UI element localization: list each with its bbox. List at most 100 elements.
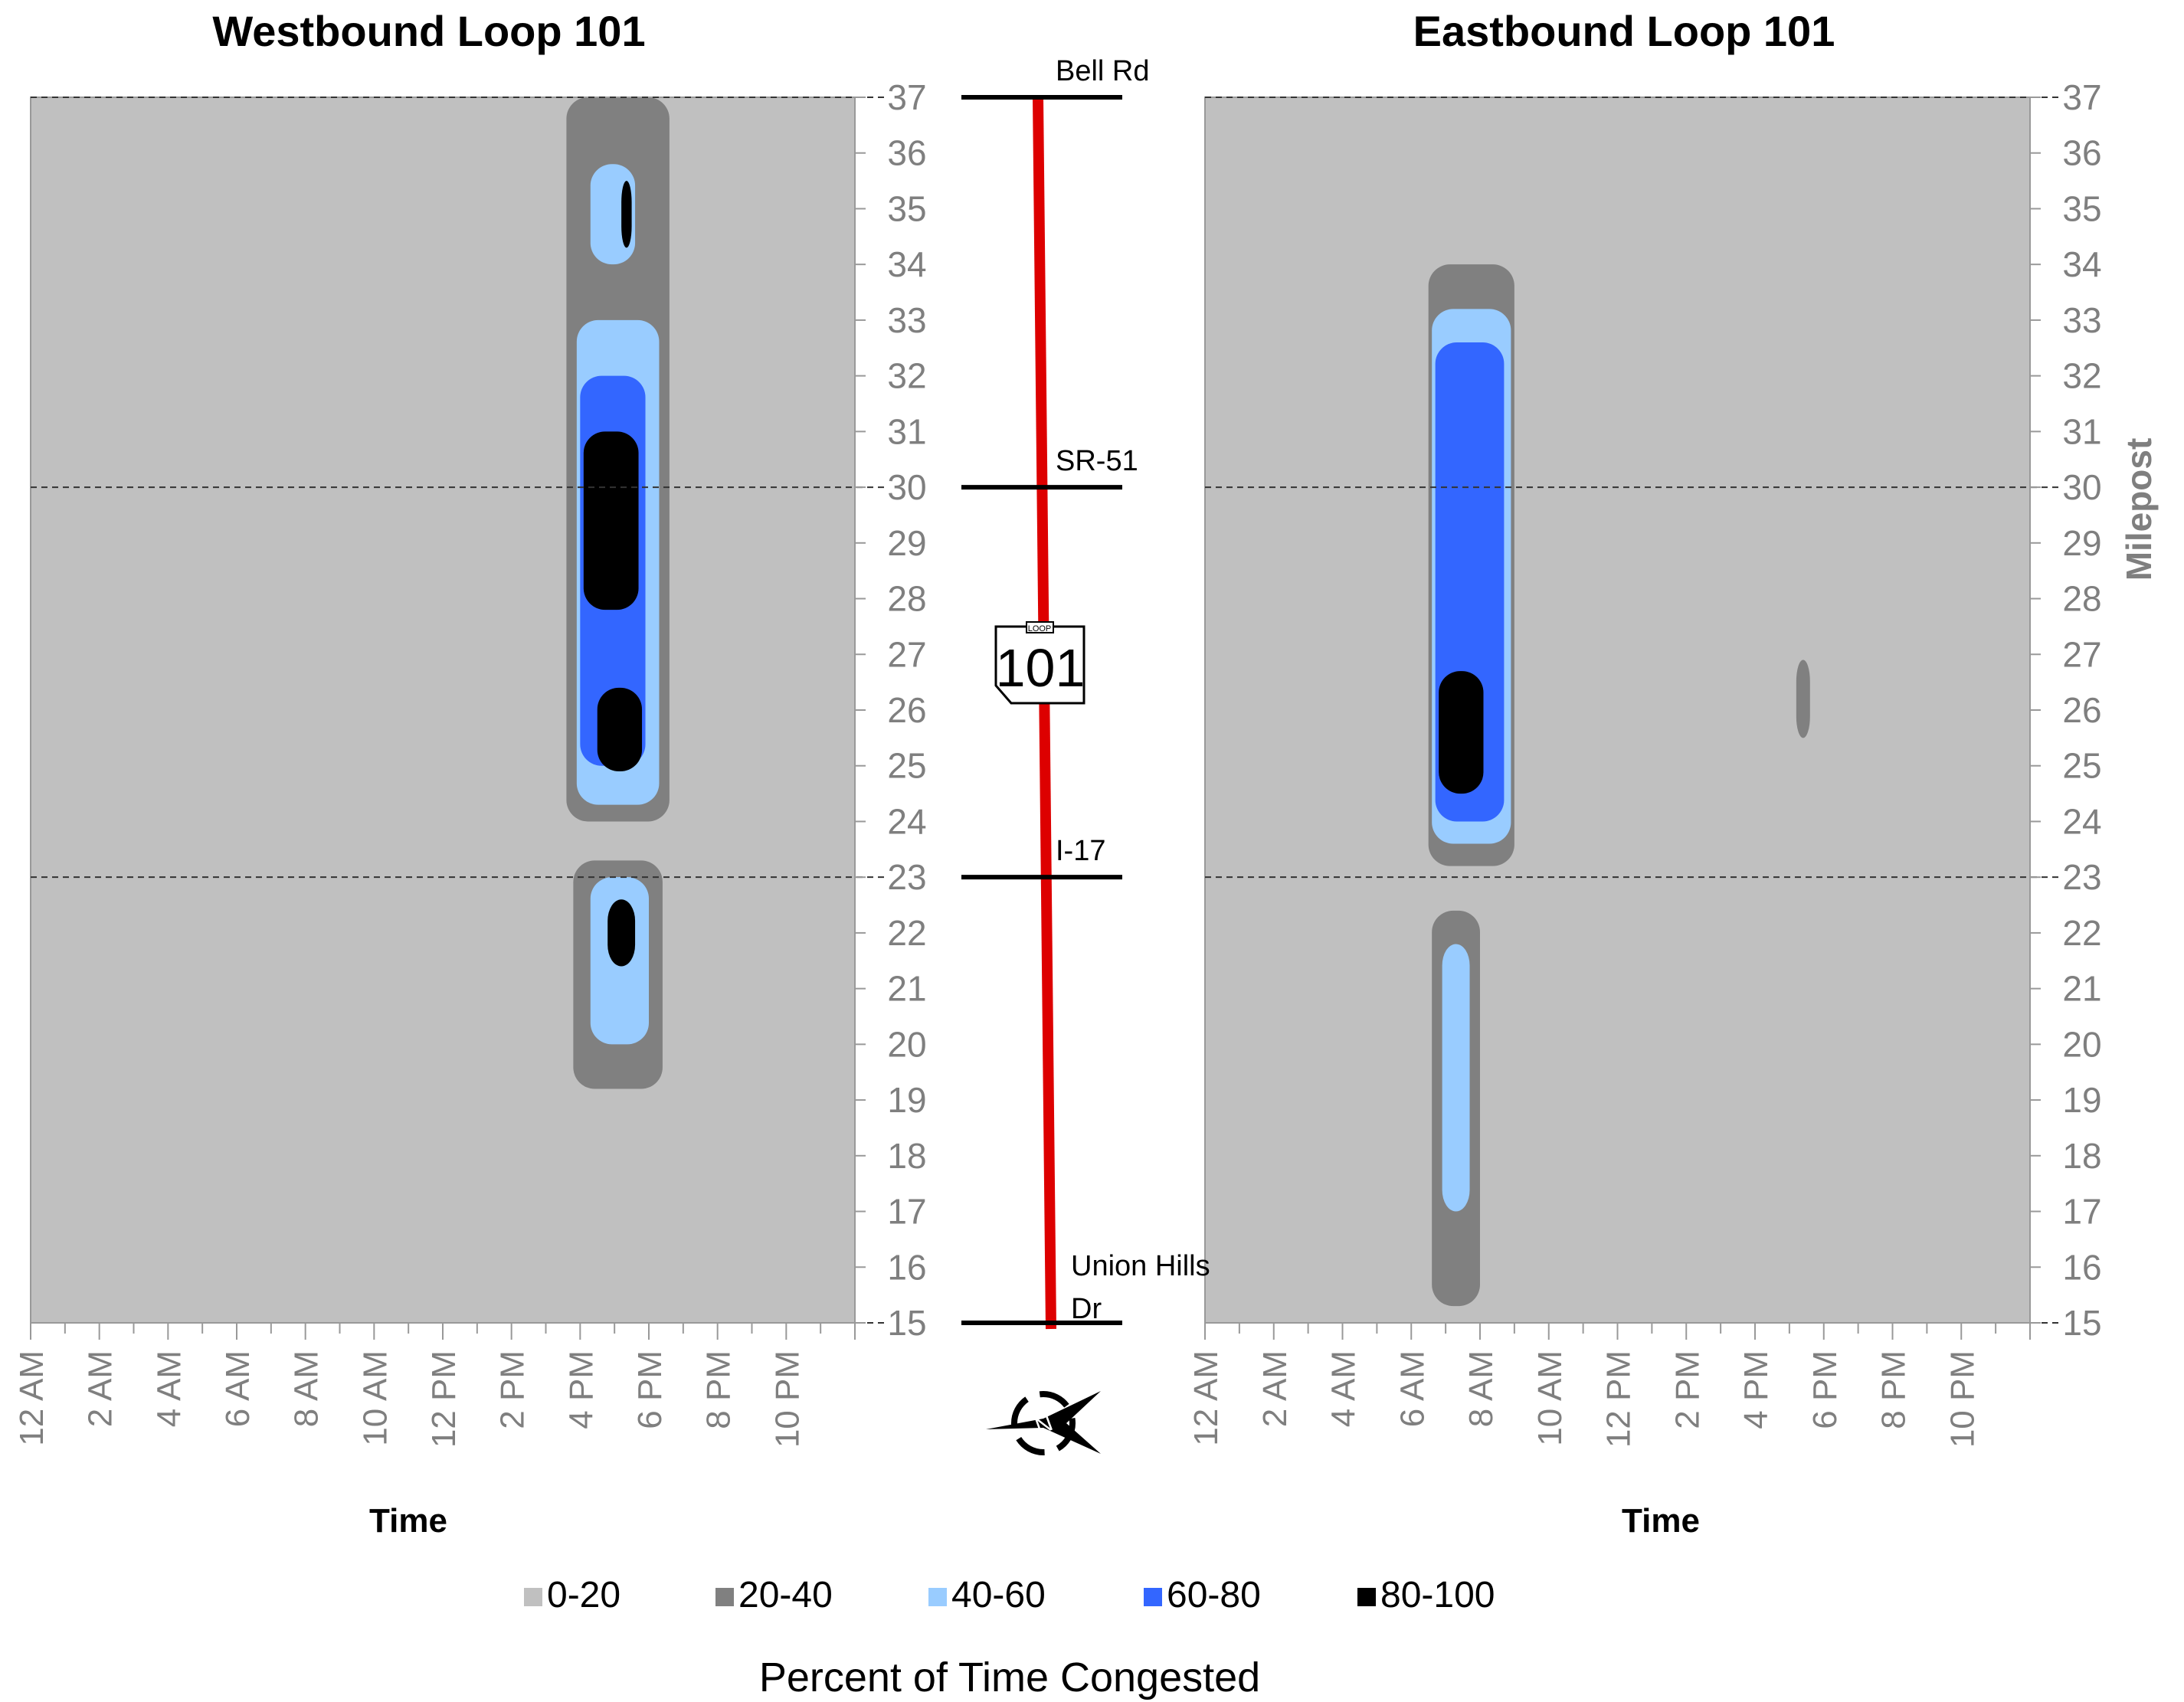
east-x-tick-label: 4 PM [1737,1350,1775,1429]
east-x-tick-label: 10 AM [1531,1350,1569,1446]
landmark-label: SR-51 [1056,445,1138,477]
west-x-tick-label: 12 AM [13,1350,51,1446]
west-y-tick-label: 20 [887,1024,926,1064]
landmark-label: Union Hills [1071,1250,1210,1282]
west-y-tick-label: 17 [887,1192,926,1232]
west-y-tick-label: 30 [887,467,926,507]
east-congestion-region-80-100 [1439,671,1484,794]
east-y-tick-label: 37 [2062,77,2101,117]
west-y-tick-label: 35 [887,188,926,228]
eastbound-chart-title: Eastbound Loop 101 [1413,7,1835,55]
westbound-chart-title: Westbound Loop 101 [212,7,645,55]
legend-swatch-60-80 [1144,1588,1162,1606]
north-arrow-icon: N [986,1391,1101,1455]
east-x-tick-label: 4 AM [1325,1350,1363,1427]
west-y-tick-label: 19 [887,1080,926,1120]
east-x-tick-label: 2 AM [1256,1350,1294,1427]
eastbound-x-axis-label: Time [1622,1502,1700,1540]
legend-label: 40-60 [951,1575,1046,1615]
east-y-tick-label: 21 [2062,969,2101,1009]
legend-label: 80-100 [1380,1575,1495,1615]
east-y-tick-label: 17 [2062,1192,2101,1232]
east-y-tick-label: 36 [2062,133,2101,173]
west-y-tick-label: 18 [887,1136,926,1176]
west-y-tick-label: 31 [887,411,926,451]
legend-label: 0-20 [547,1575,620,1615]
east-y-tick-label: 18 [2062,1136,2101,1176]
west-y-tick-label: 15 [887,1303,926,1343]
westbound-x-axis-label: Time [369,1502,447,1540]
route-line [1033,97,1056,1330]
west-y-tick-label: 32 [887,356,926,396]
east-y-tick-label: 23 [2062,857,2101,897]
legend-label: 20-40 [738,1575,833,1615]
west-x-tick-label: 10 AM [356,1350,394,1446]
east-y-tick-label: 24 [2062,801,2101,841]
west-congestion-region-80-100 [597,687,643,771]
west-y-tick-label: 33 [887,300,926,340]
west-x-tick-label: 6 PM [631,1350,669,1429]
landmark-label: Dr [1071,1293,1102,1325]
east-x-tick-label: 6 PM [1806,1350,1844,1429]
west-y-tick-label: 23 [887,857,926,897]
west-congestion-region-80-100 [621,181,632,248]
east-y-tick-label: 16 [2062,1247,2101,1287]
east-y-tick-label: 35 [2062,188,2101,228]
east-x-tick-label: 6 AM [1393,1350,1431,1427]
legend-swatch-0-20 [524,1588,542,1606]
west-y-tick-label: 27 [887,634,926,674]
east-x-tick-label: 8 PM [1875,1350,1913,1429]
west-congestion-region-80-100 [607,899,636,967]
west-x-tick-label: 8 AM [288,1350,326,1427]
east-y-tick-label: 19 [2062,1080,2101,1120]
west-x-tick-label: 2 AM [82,1350,120,1427]
westbound-heatmap: 15 16 17 18 19 20 21 22 23 24 25 26 27 28 29 30 31 32 33 34… [13,77,927,1448]
west-congestion-region-80-100 [583,431,639,610]
east-congestion-region-40-60 [1442,944,1470,1212]
route-diagram: Bell Rd SR-51 I-17 Union Hills Dr LOOP 101 N [961,55,1210,1455]
west-y-tick-label: 16 [887,1247,926,1287]
legend: 0-20 20-40 40-60 60-80 80-100 [524,1575,1495,1615]
east-x-tick-label: 10 PM [1943,1350,1981,1448]
legend-label: 60-80 [1167,1575,1261,1615]
west-y-tick-label: 28 [887,579,926,619]
east-y-tick-label: 31 [2062,411,2101,451]
east-congestion-region-20-40 [1796,660,1810,738]
west-x-tick-label: 8 PM [700,1350,738,1429]
legend-swatch-80-100 [1357,1588,1376,1606]
west-plot-background [31,97,855,1323]
legend-swatch-20-40 [715,1588,734,1606]
east-y-tick-label: 32 [2062,356,2101,396]
east-plot-background [1205,97,2030,1323]
west-y-tick-label: 25 [887,746,926,786]
west-x-tick-label: 4 PM [562,1350,600,1429]
west-x-tick-label: 4 AM [150,1350,188,1427]
east-y-tick-label: 33 [2062,300,2101,340]
east-y-tick-label: 28 [2062,579,2101,619]
east-y-tick-label: 27 [2062,634,2101,674]
west-y-tick-label: 29 [887,523,926,563]
west-y-tick-label: 37 [887,77,926,117]
east-y-tick-label: 25 [2062,746,2101,786]
east-y-tick-label: 34 [2062,244,2101,284]
milepost-axis-label: Milepost [2119,438,2159,581]
east-y-tick-label: 15 [2062,1303,2101,1343]
shield-number-text: 101 [996,638,1085,698]
west-y-tick-label: 24 [887,801,926,841]
east-x-tick-label: 8 AM [1462,1350,1500,1427]
landmark-label: I-17 [1056,835,1105,867]
east-y-tick-label: 30 [2062,467,2101,507]
west-x-tick-label: 10 PM [768,1350,806,1448]
west-y-tick-label: 34 [887,244,926,284]
west-x-tick-label: 6 AM [219,1350,257,1427]
east-x-tick-label: 2 PM [1668,1350,1706,1429]
loop-101-shield-icon: LOOP 101 [994,621,1085,705]
eastbound-heatmap: 15 16 17 18 19 20 21 22 23 24 25 26 27 28 29 30 31 32 33 34… [1187,77,2102,1448]
west-y-tick-label: 22 [887,913,926,953]
west-x-tick-label: 2 PM [494,1350,532,1429]
west-x-tick-label: 12 PM [425,1350,463,1448]
east-x-tick-label: 12 PM [1600,1350,1638,1448]
west-y-tick-label: 36 [887,133,926,173]
west-y-tick-label: 26 [887,690,926,730]
